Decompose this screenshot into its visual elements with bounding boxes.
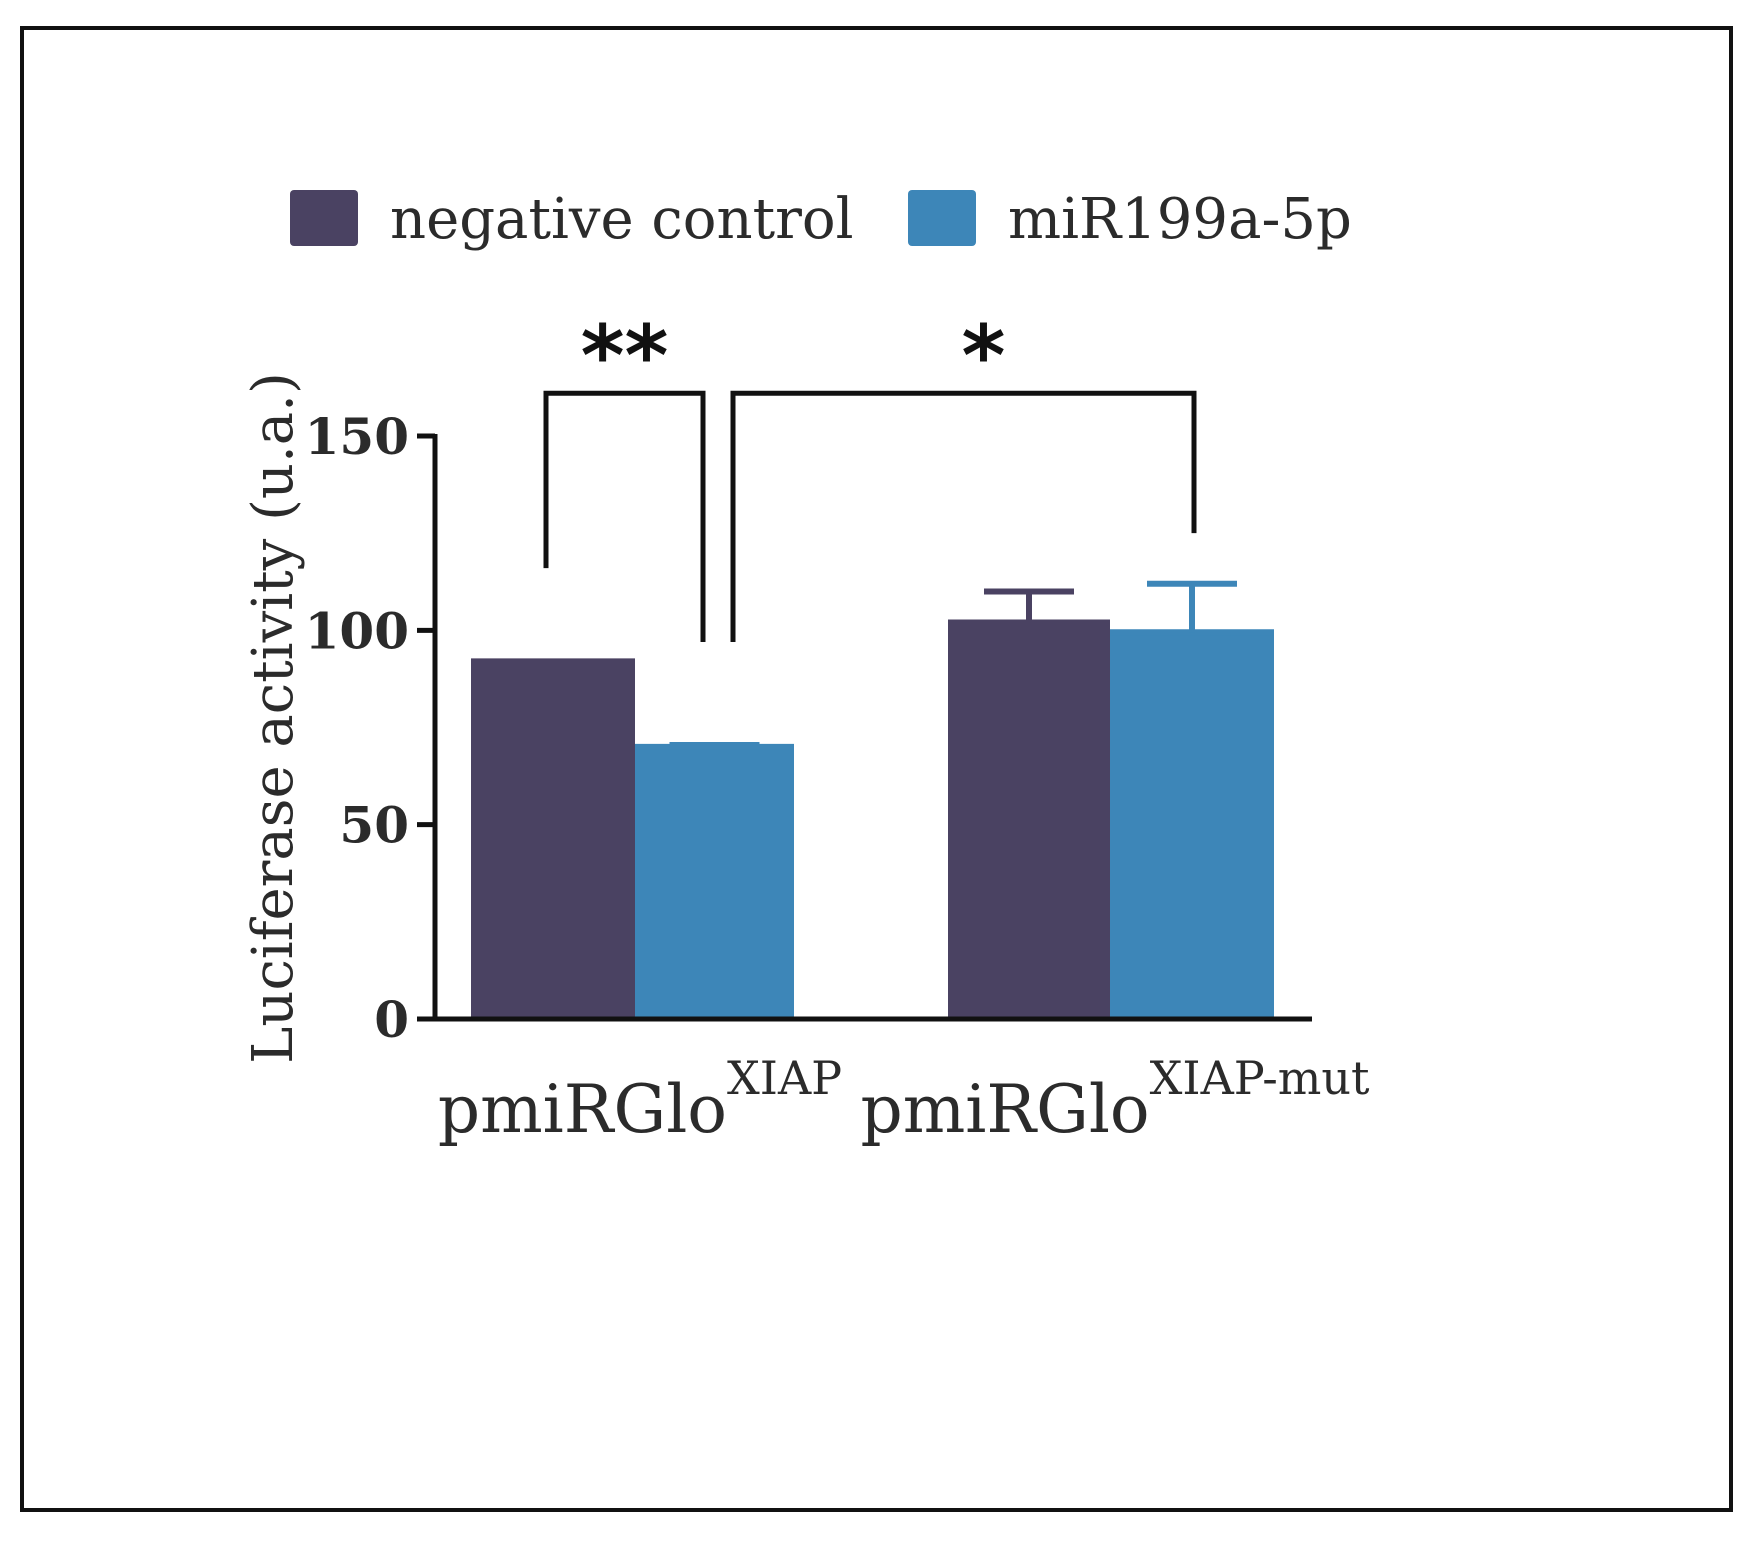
- significance-label-2: *: [962, 307, 1006, 405]
- category-labels: pmiRGloXIAP pmiRGloXIAP-mut: [438, 1051, 1370, 1148]
- axes: [417, 434, 1312, 1022]
- significance-label-1: **: [581, 307, 669, 405]
- category-base-2: pmiRGlo: [860, 1071, 1149, 1148]
- category-superscript-1: XIAP: [727, 1051, 842, 1105]
- significance-bracket-1: [543, 390, 706, 642]
- category-superscript-2: XIAP-mut: [1150, 1051, 1370, 1105]
- y-tick-label-150: 150: [305, 407, 409, 466]
- legend-swatch-1: [290, 190, 358, 246]
- category-base-1: pmiRGlo: [438, 1071, 727, 1148]
- error-bars: [669, 580, 1237, 748]
- y-tick-label-0: 0: [374, 990, 409, 1049]
- y-axis-title: Luciferase activity (u.a.): [241, 372, 306, 1064]
- category-label-1: pmiRGloXIAP: [438, 1051, 842, 1148]
- significance-bracket-2: [730, 390, 1197, 642]
- legend-label-1: negative control: [390, 187, 853, 252]
- significance-brackets: ** *: [543, 307, 1197, 642]
- bar-negative-control-1: [471, 661, 635, 1019]
- category-label-2: pmiRGloXIAP-mut: [860, 1051, 1370, 1148]
- bars: [471, 619, 1274, 1019]
- y-tick-label-50: 50: [339, 796, 409, 855]
- bar-mir199a-5p-1: [635, 746, 794, 1019]
- bar-negative-control-2: [948, 622, 1110, 1019]
- legend-swatch-2: [908, 190, 976, 246]
- bar-mir199a-5p-2: [1110, 632, 1274, 1019]
- legend-label-2: miR199a-5p: [1008, 187, 1352, 252]
- y-tick-label-100: 100: [305, 601, 409, 660]
- legend: negative control miR199a-5p: [290, 187, 1352, 252]
- figure-frame: [20, 26, 1733, 1512]
- y-ticks: 0 50 100 150: [305, 407, 435, 1049]
